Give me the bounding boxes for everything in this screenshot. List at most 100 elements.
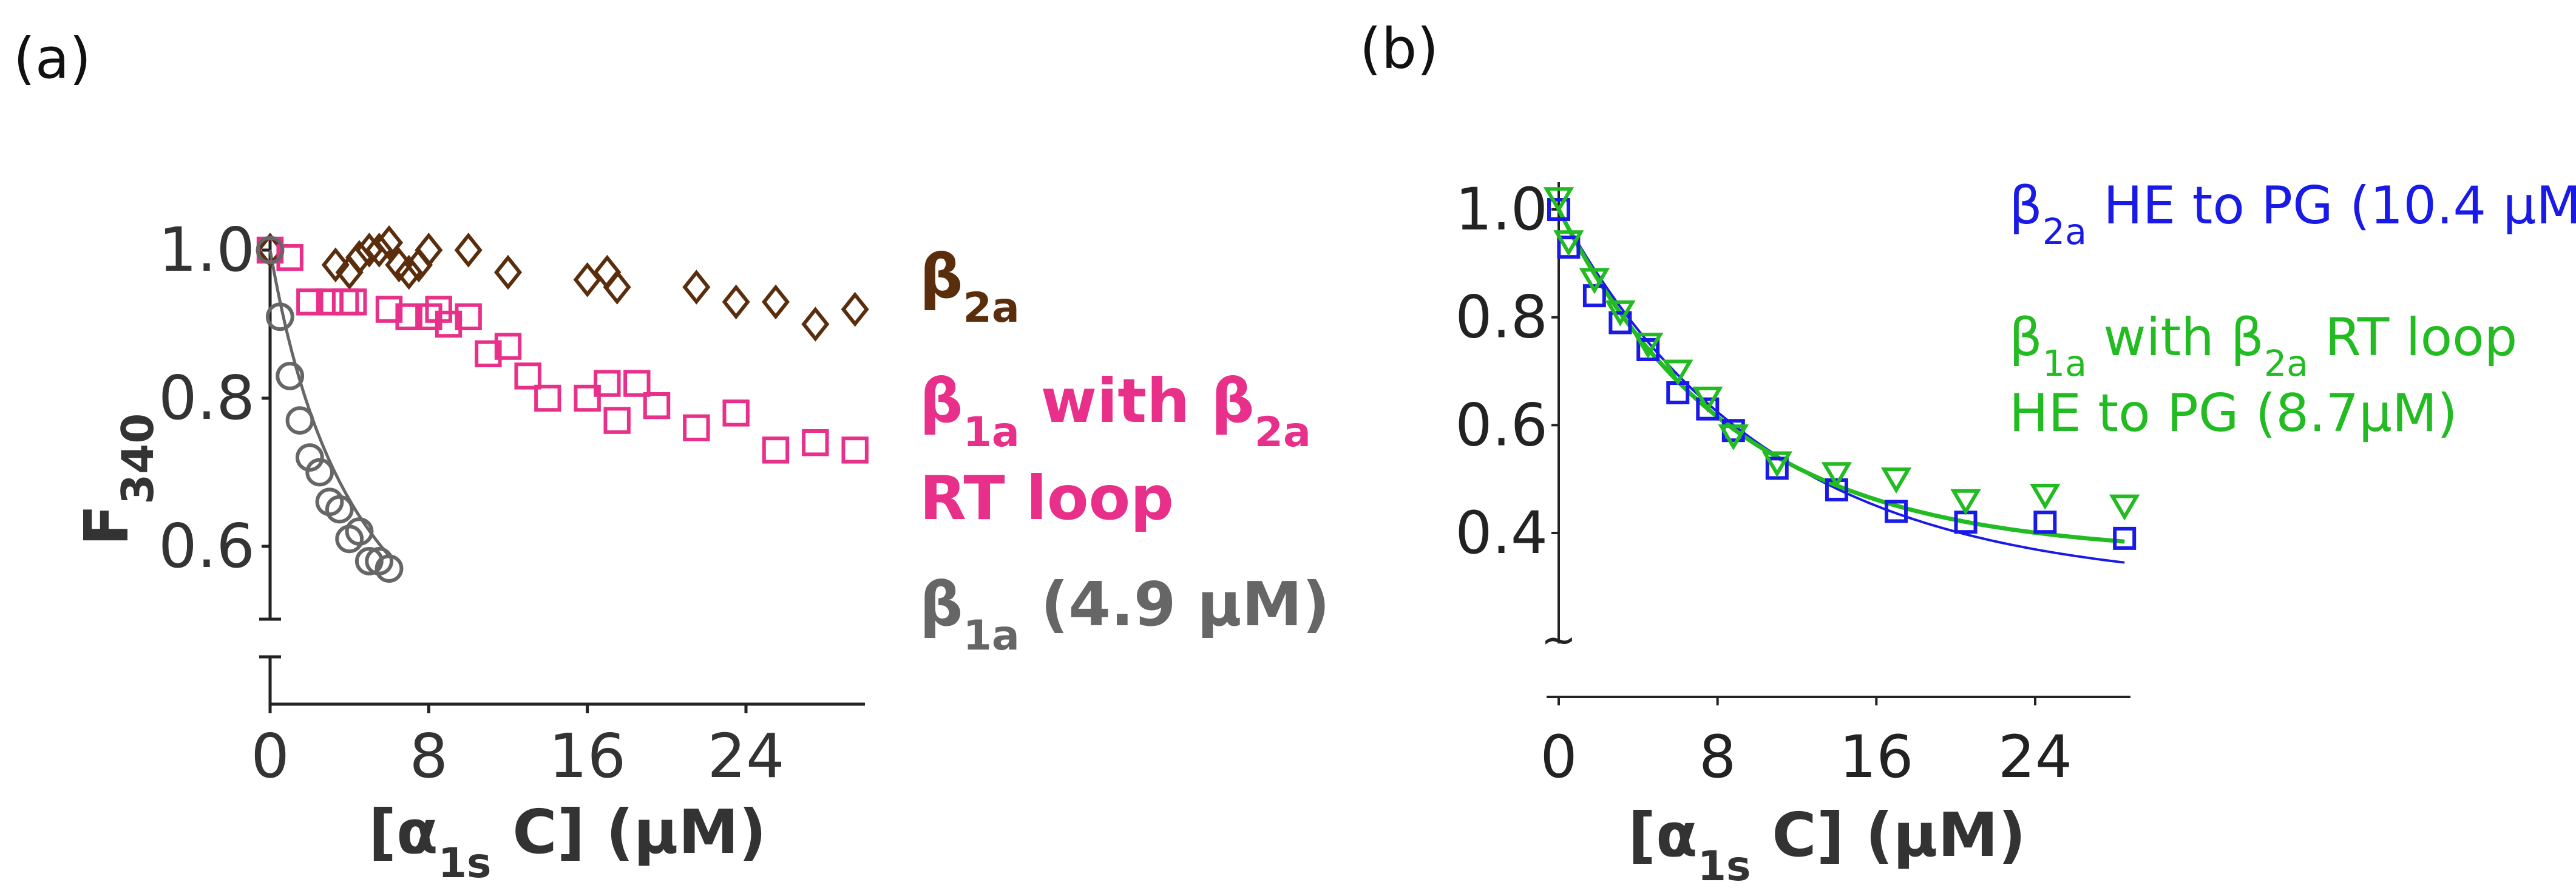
data-point-diamond [365,232,393,268]
x-tick-label: 0 [251,721,290,792]
data-point-square [475,340,502,367]
data-point-diamond [493,254,523,290]
data-point-square [1696,397,1720,421]
data-point-circle [305,458,334,487]
data-point-square [574,384,601,412]
data-point-square [1547,198,1570,221]
data-point-triangle-down [1605,300,1636,327]
data-point-square [762,436,790,464]
data-point-square [1636,338,1660,361]
data-point-triangle-down [1950,489,1981,515]
data-point-diamond [722,284,750,320]
chart-panel-b: ~1.0 0.8 0.6 0.4 0 8 16 24 [α1s C] (μM) β2a HE to… [1455,175,2576,891]
y-tick-label: 0.4 [1455,499,1548,567]
data-point-triangle-down [1821,462,1852,489]
data-point-circle [345,517,374,546]
data-point-circle [295,443,324,472]
data-point-square [395,303,422,331]
y-axis-title: F340 [71,413,163,546]
data-point-square [514,362,541,390]
data-point-square [594,370,621,397]
data-point-square [643,392,671,419]
data-point-square [1825,478,1848,501]
data-point-circle [256,236,285,265]
y-tick-label: 0.6 [1455,391,1548,459]
y-tick-label: 0.8 [158,362,255,433]
data-point-square [296,288,324,316]
y-tick-label: 1.0 [1455,175,1548,243]
legend-beta2a: β2a [920,241,1020,332]
data-point-square [1885,500,1908,523]
data-point-diamond [345,240,374,276]
x-tick-label: 8 [410,721,449,792]
data-point-triangle-down [1632,333,1664,359]
data-point-circle [285,406,314,435]
data-point-circle [354,547,384,575]
y-tick-label: 1.0 [158,214,255,285]
data-point-square [802,429,829,456]
data-point-square [331,288,359,316]
data-point-circle [265,302,294,331]
data-point-diamond [573,262,602,297]
legend-beta1a: β1a (4.9 μM) [920,569,1330,660]
legend-beta1a-rt: β1a with β2a [920,365,1311,456]
x-axis-title: [α1s C] (μM) [368,796,766,888]
x-tick-label: 24 [707,721,784,792]
data-point-square [1582,284,1606,308]
data-point-triangle-down [1718,424,1749,451]
data-point-square [1765,456,1789,480]
data-point-triangle-down [1761,451,1793,478]
y-tick-label: 0.8 [1455,283,1548,351]
data-point-diamond [603,270,631,305]
data-point-diamond [321,247,350,283]
x-tick-label: 16 [549,721,626,792]
data-point-triangle-down [1543,187,1574,214]
data-point-triangle-down [1692,386,1723,413]
data-point-circle [325,495,354,524]
data-point-diamond [761,284,790,320]
data-point-diamond [415,232,443,268]
data-point-triangle-down [1553,230,1584,257]
data-point-diamond [395,254,423,290]
legend-beta1a-rt-line2: RT loop [920,463,1174,534]
data-point-square [435,310,463,338]
data-point-square [603,407,631,434]
data-point-diamond [375,225,404,260]
data-point-triangle-down [1579,268,1610,294]
data-point-square [2113,526,2137,550]
x-tick-label: 0 [1540,723,1577,791]
panel-label-a: (a) [13,26,91,91]
data-point-diamond [801,307,830,342]
data-point-square [494,333,522,360]
data-point-circle [276,362,305,390]
data-point-diamond [454,232,483,268]
legend-beta1a-rt-he: β1a with β2a RT loop [2009,307,2517,384]
panel-label-b: (b) [1360,16,1439,81]
fit-curve-beta1a [268,249,390,557]
data-point-diamond [682,270,711,305]
data-point-square [722,399,750,427]
data-point-square [1608,311,1632,334]
x-tick-label: 24 [1998,723,2072,791]
data-point-square [2033,511,2057,534]
x-axis-title: [α1s C] (μM) [1628,799,2025,891]
data-point-triangle-down [2030,483,2061,510]
y-tick-label: 0.6 [158,511,255,582]
data-point-square [841,436,869,464]
data-point-square [340,288,367,316]
x-tick-label: 8 [1699,723,1736,791]
data-point-triangle-down [2109,494,2140,521]
chart-panel-a: 1.0 0.8 0.6 0 8 16 24 F340 [α1s C] (μM) β2a β1a wi… [71,214,1330,888]
data-point-triangle-down [1880,467,1912,494]
data-point-square [623,370,651,397]
data-point-square [375,296,403,323]
data-point-diamond [355,232,384,268]
data-point-triangle-down [1663,359,1693,386]
axis-break-mark: ~ [1541,615,1577,665]
data-point-square [683,414,710,441]
data-point-circle [375,554,404,583]
data-point-square [534,384,561,412]
legend-beta1a-rt-he-line2: HE to PG (8.7μM) [2009,383,2458,444]
data-point-square [455,303,482,331]
